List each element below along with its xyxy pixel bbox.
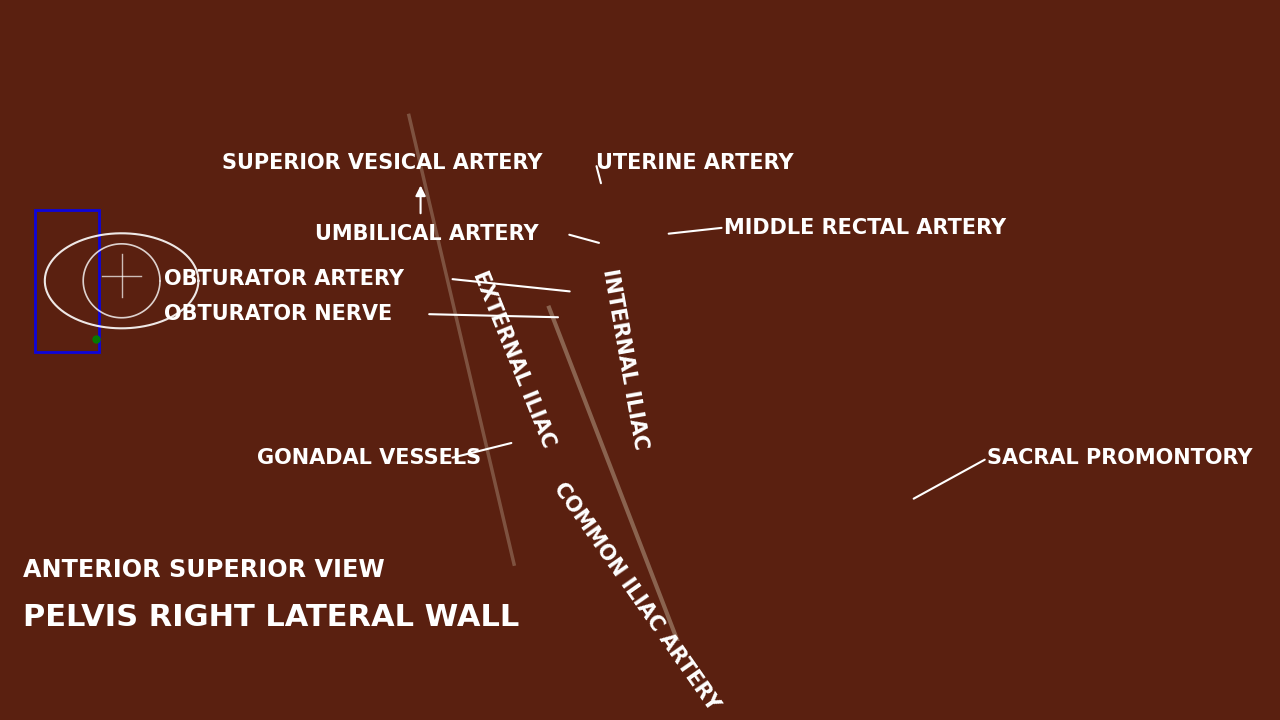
Text: GONADAL VESSELS: GONADAL VESSELS [257, 449, 481, 468]
Text: ANTERIOR SUPERIOR VIEW: ANTERIOR SUPERIOR VIEW [23, 558, 385, 582]
Text: EXTERNAL ILIAC: EXTERNAL ILIAC [470, 268, 558, 450]
Text: MIDDLE RECTAL ARTERY: MIDDLE RECTAL ARTERY [724, 217, 1006, 238]
Text: UTERINE ARTERY: UTERINE ARTERY [595, 153, 794, 174]
Text: SUPERIOR VESICAL ARTERY: SUPERIOR VESICAL ARTERY [221, 153, 543, 174]
Text: UMBILICAL ARTERY: UMBILICAL ARTERY [315, 224, 539, 244]
Text: SACRAL PROMONTORY: SACRAL PROMONTORY [987, 449, 1253, 468]
Text: PELVIS RIGHT LATERAL WALL: PELVIS RIGHT LATERAL WALL [23, 603, 520, 631]
Text: COMMON ILIAC ARTERY: COMMON ILIAC ARTERY [550, 478, 723, 714]
Text: OBTURATOR NERVE: OBTURATOR NERVE [164, 304, 392, 324]
Text: OBTURATOR ARTERY: OBTURATOR ARTERY [164, 269, 403, 289]
Text: INTERNAL ILIAC: INTERNAL ILIAC [599, 267, 650, 451]
